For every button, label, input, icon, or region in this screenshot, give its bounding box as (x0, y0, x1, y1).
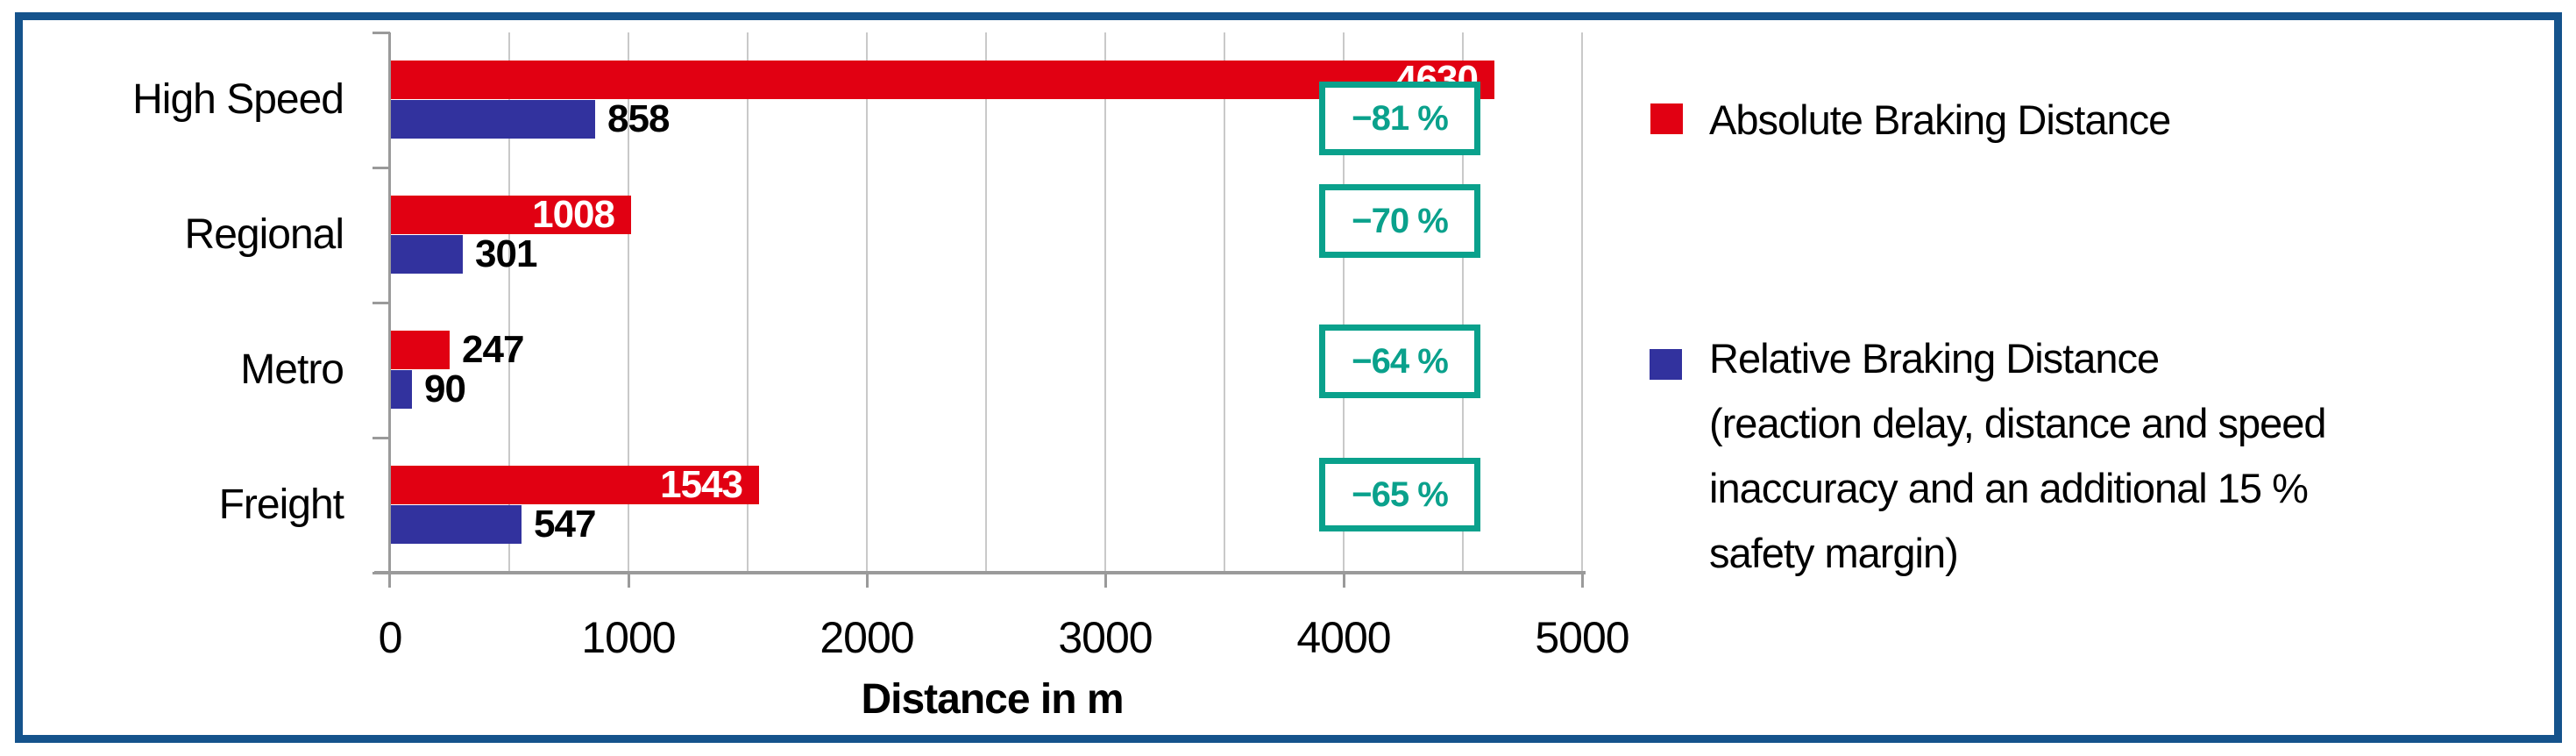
bar-absolute (391, 466, 759, 504)
bar-relative (391, 100, 595, 139)
vertical-gridline (1224, 32, 1225, 573)
x-tick-label: 3000 (1058, 613, 1153, 662)
y-axis-tick (373, 572, 390, 574)
x-tick-label: 5000 (1535, 613, 1629, 662)
legend-label-relative-line1: Relative Braking Distance (1709, 335, 2160, 382)
bar-value-label-relative: 858 (607, 97, 670, 140)
legend-swatch-relative (1650, 349, 1682, 380)
x-tick-label: 2000 (820, 613, 914, 662)
bar-relative (391, 505, 522, 544)
x-tick-label: 4000 (1296, 613, 1391, 662)
x-axis-tick (1104, 573, 1107, 588)
category-label: Freight (218, 481, 344, 528)
x-tick-label: 1000 (581, 613, 676, 662)
bar-value-label-relative: 90 (424, 367, 466, 410)
x-axis-tick (1581, 573, 1584, 588)
x-axis-title: Distance in m (861, 676, 1124, 723)
x-axis-line (374, 571, 1586, 574)
bar-absolute (391, 196, 631, 234)
vertical-gridline (747, 32, 749, 573)
x-tick-label: 0 (378, 613, 403, 662)
bar-absolute (391, 331, 450, 369)
bar-value-label-relative: 301 (475, 232, 537, 275)
reduction-badge: −70 % (1319, 184, 1480, 258)
bar-relative (391, 235, 463, 274)
legend-label-absolute: Absolute Braking Distance (1709, 96, 2171, 143)
y-axis-tick (373, 437, 390, 439)
vertical-gridline (1581, 32, 1583, 573)
bar-absolute (391, 61, 1494, 99)
chart-frame-border (15, 12, 2562, 743)
y-axis-tick (373, 302, 390, 304)
bar-value-label-absolute: 1543 (660, 463, 743, 506)
legend-label-relative-line3: inaccuracy and an additional 15 % (1709, 465, 2309, 511)
category-label: Regional (184, 211, 344, 258)
legend-label-relative-line4: safety margin) (1709, 530, 1959, 576)
legend-label-relative-line2: (reaction delay, distance and speed (1709, 400, 2327, 446)
reduction-badge: −65 % (1319, 458, 1480, 531)
bar-value-label-absolute: 1008 (532, 193, 615, 236)
y-axis-tick (373, 32, 390, 34)
bar-relative (391, 370, 412, 409)
vertical-gridline (1104, 32, 1106, 573)
category-label: Metro (240, 346, 344, 393)
reduction-badge: −64 % (1319, 325, 1480, 398)
x-axis-tick (1343, 573, 1345, 588)
vertical-gridline (508, 32, 510, 573)
legend-label-relative: Relative Braking Distance (reaction dela… (1709, 326, 2327, 586)
vertical-gridline (985, 32, 987, 573)
vertical-gridline (628, 32, 629, 573)
bar-value-label-relative: 547 (534, 503, 596, 546)
reduction-badge: −81 % (1319, 82, 1480, 155)
bar-value-label-absolute: 4630 (1395, 58, 1479, 101)
legend-swatch-absolute (1650, 103, 1683, 134)
vertical-gridline (1462, 32, 1464, 573)
category-label: High Speed (132, 76, 344, 123)
vertical-gridline (866, 32, 868, 573)
y-axis-line (388, 32, 391, 588)
x-axis-tick (628, 573, 630, 588)
vertical-gridline (1343, 32, 1345, 573)
y-axis-tick (373, 167, 390, 169)
x-axis-tick (866, 573, 869, 588)
bar-value-label-absolute: 247 (462, 328, 524, 371)
